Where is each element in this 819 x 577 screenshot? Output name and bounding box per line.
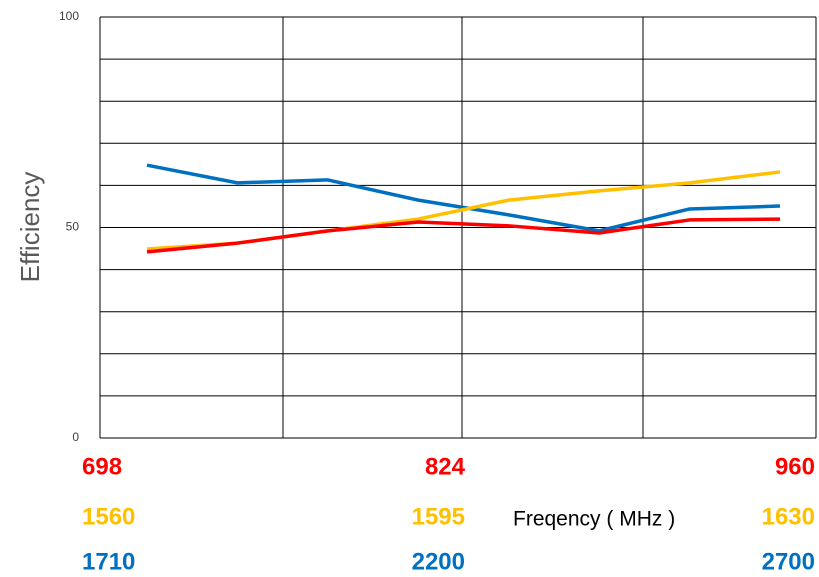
x-band-label: 824 — [425, 453, 466, 480]
y-axis-label: Efficiency — [15, 172, 45, 283]
x-band-label: 1710 — [82, 548, 135, 575]
x-band-label: 2200 — [412, 548, 465, 575]
x-band-label: 698 — [82, 453, 122, 480]
x-band-label: 1595 — [412, 503, 465, 530]
x-band-label: 2700 — [762, 548, 815, 575]
x-band-label: 1560 — [82, 503, 135, 530]
x-band-label: 960 — [775, 453, 815, 480]
y-tick-label: 100 — [59, 9, 79, 23]
series-line — [146, 163, 781, 233]
y-tick-label: 50 — [66, 220, 80, 234]
x-band-label: 1630 — [762, 503, 815, 530]
y-tick-label: 0 — [72, 430, 79, 444]
x-axis-label: Freqency ( MHz ) — [513, 508, 675, 531]
series-line — [146, 217, 781, 254]
